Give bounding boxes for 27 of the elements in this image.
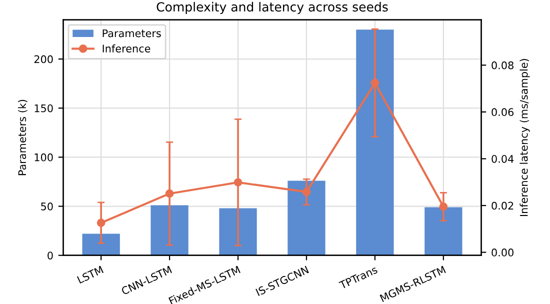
bar — [150, 205, 188, 256]
bar — [82, 234, 120, 256]
y2-tick-label: 0.02 — [492, 202, 514, 210]
point — [439, 202, 448, 211]
y2-axis-title: Inference latency (ms/sample) — [520, 59, 530, 216]
point — [302, 188, 311, 196]
point — [165, 189, 174, 198]
legend-label: Inference — [102, 44, 150, 52]
y-tick-label: 150 — [34, 104, 53, 112]
bar — [219, 208, 257, 256]
y-tick-label: 0 — [48, 252, 53, 260]
y-tick-label: 200 — [34, 55, 53, 64]
point — [96, 218, 106, 228]
y2-tick-label: 0.00 — [492, 248, 514, 256]
y2-tick-label: 0.04 — [492, 154, 514, 163]
y2-tick-label: 0.08 — [492, 61, 514, 70]
y-tick-label: 100 — [34, 153, 53, 162]
y-axis-title: Parameters (k) — [18, 100, 28, 176]
y2-tick-label: 0.06 — [492, 108, 514, 116]
point — [234, 178, 242, 187]
y-tick-label: 50 — [41, 202, 53, 210]
bar — [356, 30, 394, 256]
bar — [424, 207, 462, 256]
point — [370, 78, 380, 88]
bar — [288, 180, 326, 256]
legend-label: Parameters — [102, 29, 161, 38]
chart-title: Complexity and latency across seeds — [156, 2, 388, 14]
